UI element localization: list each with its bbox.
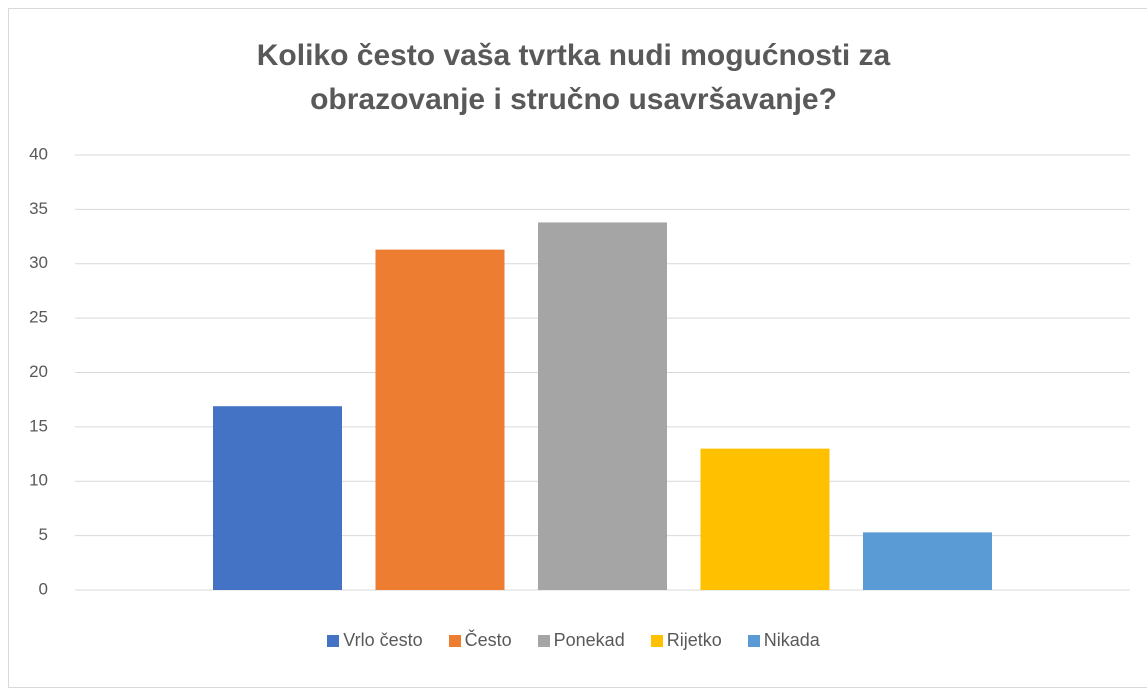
y-tick-label: 30 [29, 253, 48, 272]
y-tick-label: 40 [29, 144, 48, 163]
legend-item: Nikada [747, 630, 820, 651]
bar [700, 448, 830, 590]
legend-label: Često [464, 630, 512, 650]
chart-title: Koliko često vaša tvrtka nudi mogućnosti… [256, 39, 891, 116]
legend-item: Rijetko [650, 630, 722, 651]
legend-label: Rijetko [666, 630, 722, 650]
legend-label: Nikada [763, 630, 820, 650]
legend-label: Vrlo često [343, 630, 423, 650]
legend: Vrlo često Često Ponekad Rijetko Nikada [0, 630, 1147, 651]
y-tick-label: 10 [29, 471, 48, 490]
legend-label: Ponekad [553, 630, 625, 650]
legend-swatch [327, 634, 340, 647]
y-tick-label: 15 [29, 416, 48, 435]
y-tick-label: 0 [39, 579, 48, 598]
bar [213, 406, 342, 590]
bar [863, 532, 992, 590]
legend-item: Vrlo često [327, 630, 423, 651]
legend-swatch [650, 634, 663, 647]
y-tick-label: 20 [29, 362, 48, 381]
title-box: Koliko često vaša tvrtka nudi mogućnosti… [0, 34, 1147, 122]
y-tick-label: 35 [29, 199, 48, 218]
legend-item: Često [448, 630, 512, 651]
y-tick-label: 25 [29, 308, 48, 327]
legend-swatch [537, 634, 550, 647]
legend-item: Ponekad [537, 630, 625, 651]
y-tick-label: 5 [39, 525, 48, 544]
bar [375, 249, 505, 591]
legend-swatch [448, 634, 461, 647]
bar [538, 222, 667, 591]
legend-swatch [747, 634, 760, 647]
